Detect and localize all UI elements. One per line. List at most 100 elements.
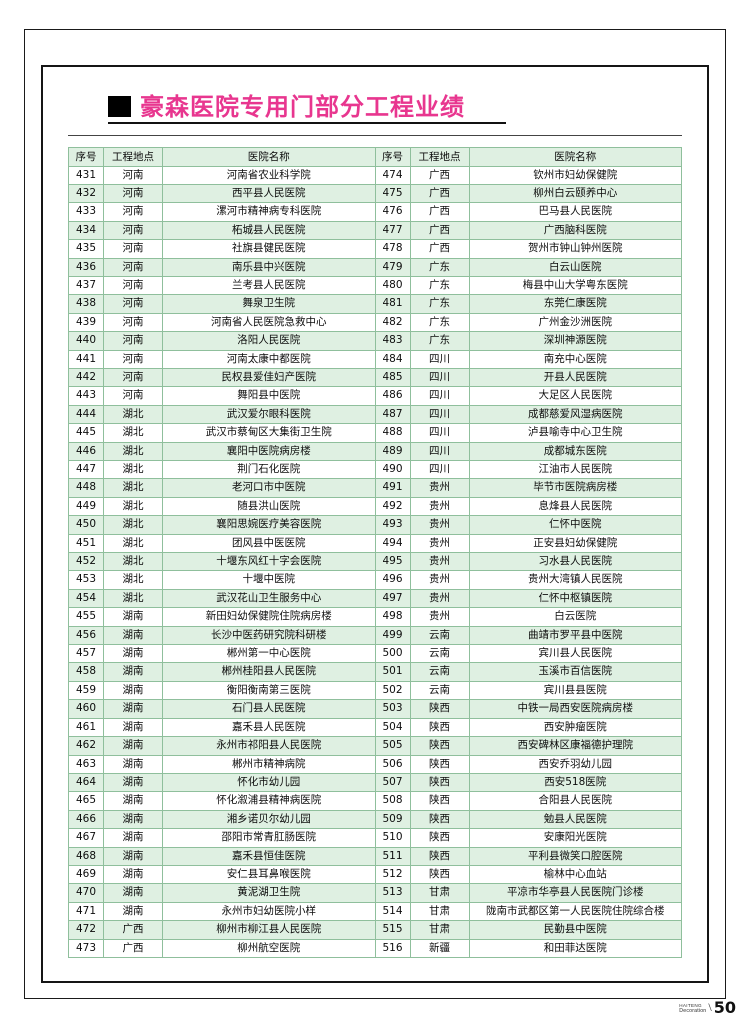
cell-index-right: 487 [374,404,411,425]
cell-hospital-name-left: 嘉禾县人民医院 [162,717,376,738]
table-row: 465 湖南 怀化溆浦县精神病医院 508 陕西 合阳县人民医院 [68,791,682,811]
table-row: 440 河南 洛阳人民医院 483 广东 深圳神源医院 [68,331,682,351]
cell-hospital-name-right: 仁怀中医院 [468,515,682,535]
cell-hospital-name-right: 勉县人民医院 [468,809,682,830]
cell-location-right: 四川 [409,459,470,480]
cell-location-right: 贵州 [409,570,470,590]
cell-location-left: 湖北 [103,533,163,554]
table-row: 455 湖南 新田妇幼保健院住院病房楼 498 贵州 白云医院 [68,607,682,627]
table-row: 434 河南 柘城县人民医院 477 广西 广西脑科医院 [68,220,682,241]
cell-hospital-name-right: 贺州市钟山钟州医院 [468,239,682,259]
cell-hospital-name-left: 河南省人民医院急救中心 [162,312,376,333]
cell-location-left: 湖南 [103,809,163,830]
cell-location-right: 陕西 [409,754,470,774]
cell-location-right: 四川 [409,441,470,462]
table-row: 441 河南 河南太康中都医院 484 四川 南充中心医院 [68,349,682,369]
cell-index-left: 438 [68,294,104,314]
table-row: 438 河南 舞泉卫生院 481 广东 东莞仁康医院 [68,294,682,314]
cell-index-right: 503 [374,699,411,719]
cell-location-right: 陕西 [409,736,470,756]
cell-index-right: 489 [374,441,411,462]
table-row: 462 湖南 永州市祁阳县人民医院 505 陕西 西安碑林区康福德护理院 [68,736,682,756]
table-row: 432 河南 西平县人民医院 475 广西 柳州白云颐养中心 [68,183,682,204]
cell-hospital-name-left: 长沙中医药研究院科研楼 [162,625,376,646]
cell-index-left: 465 [68,791,104,811]
cell-location-left: 湖南 [103,828,163,848]
cell-index-left: 470 [68,883,104,903]
cell-location-right: 陕西 [409,809,470,830]
cell-location-left: 河南 [103,275,163,296]
cell-hospital-name-left: 嘉禾县恒佳医院 [162,846,376,866]
cell-hospital-name-left: 武汉爱尔眼科医院 [162,404,376,425]
page-title-row: 豪森医院专用门部分工程业绩 [68,95,682,119]
cell-location-right: 贵州 [409,607,470,627]
cell-index-left: 439 [68,312,104,333]
cell-index-left: 432 [68,183,104,204]
page-content: 豪森医院专用门部分工程业绩 序号 工程地点 医院名称 序号 工程地点 医院名称 … [41,65,709,983]
cell-hospital-name-left: 洛阳人民医院 [162,331,376,351]
cell-index-right: 502 [374,680,411,701]
cell-hospital-name-right: 广西脑科医院 [468,220,682,241]
table-row: 457 湖南 郴州第一中心医院 500 云南 宾川县人民医院 [68,644,682,664]
cell-hospital-name-left: 郴州市精神病院 [162,754,376,774]
cell-location-left: 广西 [103,920,163,940]
cell-hospital-name-left: 荆门石化医院 [162,459,376,480]
header-hospital-name-right: 医院名称 [468,146,682,167]
cell-index-left: 461 [68,717,104,738]
cell-hospital-name-right: 民勤县中医院 [468,920,682,940]
cell-location-right: 广东 [409,257,470,277]
cell-location-right: 四川 [409,367,470,388]
cell-location-right: 四川 [409,349,470,369]
footer-brand-line2: Decoration [679,1007,707,1014]
cell-hospital-name-right: 柳州白云颐养中心 [468,183,682,204]
cell-location-left: 湖南 [103,901,163,922]
cell-hospital-name-right: 巴马县人民医院 [468,202,682,222]
header-location-left: 工程地点 [103,146,163,167]
cell-hospital-name-left: 河南省农业科学院 [162,165,376,185]
cell-index-left: 435 [68,239,104,259]
cell-hospital-name-right: 习水县人民医院 [468,552,682,572]
cell-hospital-name-left: 郴州桂阳县人民医院 [162,662,376,682]
cell-location-right: 四川 [409,423,470,443]
table-row: 431 河南 河南省农业科学院 474 广西 钦州市妇幼保健院 [68,165,682,185]
cell-hospital-name-left: 民权县爱佳妇产医院 [162,367,376,388]
cell-index-right: 490 [374,459,411,480]
cell-index-right: 488 [374,423,411,443]
cell-index-left: 443 [68,386,104,406]
cell-hospital-name-right: 榆林中心血站 [468,864,682,885]
cell-location-right: 云南 [409,625,470,646]
table-row: 452 湖北 十堰东风红十字会医院 495 贵州 习水县人民医院 [68,552,682,572]
cell-hospital-name-right: 大足区人民医院 [468,386,682,406]
header-hospital-name-left: 医院名称 [162,146,376,167]
cell-location-left: 湖北 [103,552,163,572]
table-row: 448 湖北 老河口市中医院 491 贵州 毕节市医院病房楼 [68,478,682,498]
cell-hospital-name-right: 江油市人民医院 [468,459,682,480]
cell-location-left: 湖北 [103,588,163,609]
cell-location-right: 广东 [409,312,470,333]
table-row: 445 湖北 武汉市蔡甸区大集街卫生院 488 四川 泸县喻寺中心卫生院 [68,423,682,443]
cell-hospital-name-left: 柳州市柳江县人民医院 [162,920,376,940]
cell-index-right: 484 [374,349,411,369]
cell-location-left: 河南 [103,220,163,241]
cell-index-right: 507 [374,772,411,793]
cell-hospital-name-right: 宾川县县医院 [468,680,682,701]
cell-index-left: 442 [68,367,104,388]
table-row: 461 湖南 嘉禾县人民医院 504 陕西 西安肿瘤医院 [68,717,682,738]
cell-location-right: 广西 [409,165,470,185]
cell-hospital-name-left: 武汉花山卫生服务中心 [162,588,376,609]
cell-hospital-name-left: 漯河市精神病专科医院 [162,202,376,222]
cell-hospital-name-right: 安康阳光医院 [468,828,682,848]
cell-hospital-name-right: 西安乔羽幼儿园 [468,754,682,774]
cell-location-left: 湖南 [103,662,163,682]
cell-hospital-name-right: 宾川县人民医院 [468,644,682,664]
cell-hospital-name-right: 开县人民医院 [468,367,682,388]
table-row: 458 湖南 郴州桂阳县人民医院 501 云南 玉溪市百信医院 [68,662,682,682]
cell-location-left: 湖北 [103,496,163,517]
title-square-marker-icon [108,96,131,117]
cell-hospital-name-right: 平凉市华亭县人民医院门诊楼 [468,883,682,903]
cell-location-left: 河南 [103,349,163,369]
cell-location-right: 贵州 [409,496,470,517]
cell-location-right: 广西 [409,239,470,259]
cell-index-left: 462 [68,736,104,756]
cell-location-left: 河南 [103,312,163,333]
